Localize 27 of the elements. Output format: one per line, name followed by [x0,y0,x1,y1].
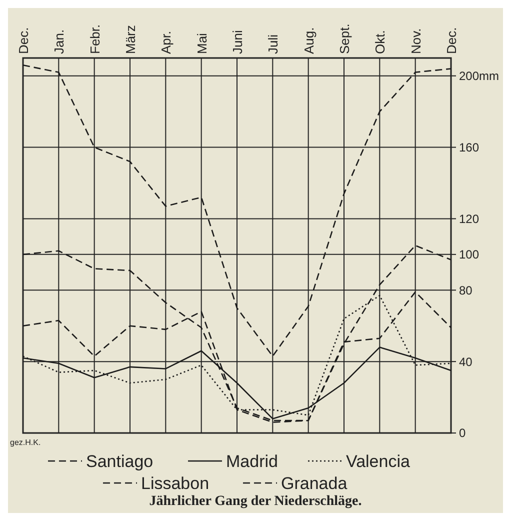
text: gez.H.K. [10,438,41,447]
legend-label: Granada [281,474,348,493]
x-tick-label: Aug. [301,27,316,54]
x-tick-label: Okt. [372,30,388,54]
y-tick-label: 0 [459,426,466,440]
x-tick-label: Juni [230,30,245,54]
x-tick-label: Dec. [16,27,31,54]
x-tick-label: Febr. [87,24,102,54]
y-tick-label: 100 [459,248,480,262]
y-tick-label: 80 [459,283,473,298]
y-tick-label: 40 [459,354,473,369]
legend-label: Valencia [346,452,410,471]
x-tick-label: Jan. [52,29,67,54]
x-tick-label: Dec. [444,27,459,54]
x-tick-label: Nov. [408,28,424,54]
text: Jährlicher Gang der Niederschläge. [149,494,362,509]
y-tick-label: 160 [459,140,480,154]
legend-label: Lissabon [141,474,210,493]
y-tick-label: 120 [459,212,480,226]
x-tick-label: März [123,25,138,54]
y-tick-label: 200mm [459,69,500,84]
legend-label: Santiago [86,452,154,471]
legend-label: Madrid [226,452,278,471]
x-tick-label: Juli [266,34,281,54]
x-tick-label: Mai [194,32,210,54]
x-tick-label: Sept. [337,24,352,54]
x-tick-label: Apr. [158,30,174,54]
